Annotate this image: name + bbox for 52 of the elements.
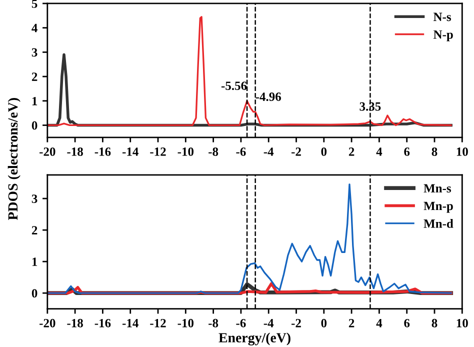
legend-label: N-s: [434, 12, 452, 22]
x-tick-label: -8: [208, 318, 218, 328]
y-tick-label: 1: [32, 258, 38, 266]
x-tick-label: 2: [348, 148, 354, 156]
x-tick-label: -16: [94, 148, 111, 156]
x-tick-label: -10: [178, 318, 194, 328]
x-tick-label: -18: [67, 318, 83, 328]
legend-label: Mn-d: [424, 219, 454, 228]
x-tick-label: 4: [376, 319, 382, 328]
x-tick-label: 8: [432, 318, 438, 328]
x-tick-label: 10: [456, 147, 468, 156]
y-tick-label: 2: [32, 72, 38, 81]
x-tick-label: -20: [40, 318, 56, 328]
x-tick-label: 8: [432, 147, 438, 156]
y-tick-label: 3: [32, 194, 38, 203]
x-tick-label: -14: [122, 148, 138, 156]
x-tick-label: -2: [292, 318, 301, 328]
x-tick-label: -14: [122, 318, 138, 328]
x-tick-label: 0: [321, 318, 327, 328]
x-tick-label: -20: [40, 147, 56, 156]
y-tick-label: 5: [32, 0, 38, 8]
annotation: 3.35: [360, 102, 381, 111]
x-tick-label: -18: [67, 147, 83, 156]
x-tick-label: -8: [208, 147, 218, 156]
x-tick-label: -16: [94, 318, 111, 328]
annotation: -4.96: [256, 92, 281, 102]
y-axis-title: PDOS (electrons/eV): [8, 98, 20, 220]
x-tick-label: 10: [456, 318, 468, 328]
legend-label: N-p: [434, 30, 453, 42]
legend-label: Mn-s: [424, 184, 452, 193]
y-tick-label: 1: [32, 96, 38, 106]
y-tick-label: 3: [32, 48, 38, 57]
x-tick-label: 6: [404, 148, 410, 156]
x-tick-label: -2: [292, 148, 301, 156]
x-tick-label: 0: [321, 147, 327, 156]
x-tick-label: 4: [376, 148, 382, 156]
y-tick-label: 0: [32, 121, 38, 130]
y-tick-label: 2: [32, 226, 38, 234]
x-tick-label: -10: [178, 147, 194, 156]
x-tick-label: -4: [264, 148, 274, 156]
x-tick-label: -6: [236, 148, 246, 156]
x-tick-label: -4: [264, 319, 274, 328]
x-tick-label: -6: [236, 318, 246, 328]
annotation: -5.56: [221, 82, 247, 90]
y-tick-label: 4: [32, 24, 38, 32]
x-tick-label: 2: [348, 318, 354, 328]
x-tick-label: -12: [150, 318, 166, 328]
x-axis-title: Energy/(eV): [218, 332, 290, 346]
y-tick-label: 0: [32, 289, 38, 298]
x-tick-label: 6: [404, 318, 410, 328]
x-tick-label: -12: [150, 148, 166, 156]
legend-label: Mn-p: [424, 202, 453, 213]
